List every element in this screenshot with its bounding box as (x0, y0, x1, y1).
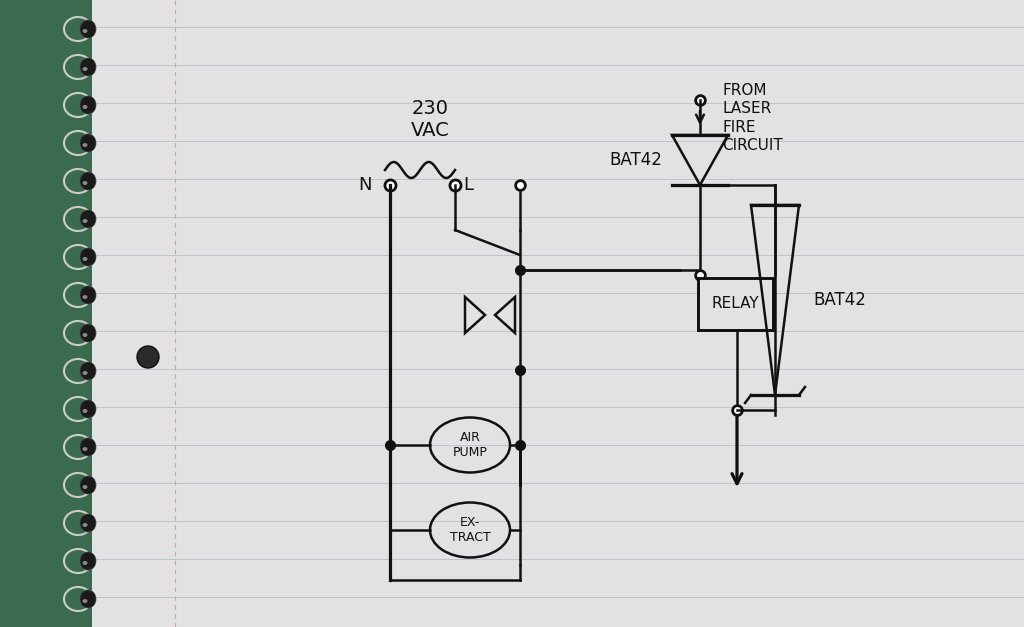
Ellipse shape (83, 599, 87, 603)
Ellipse shape (83, 143, 87, 147)
Ellipse shape (80, 438, 96, 456)
Ellipse shape (80, 134, 96, 152)
Text: RELAY: RELAY (712, 297, 760, 312)
Ellipse shape (80, 362, 96, 380)
FancyBboxPatch shape (0, 0, 92, 627)
Ellipse shape (83, 523, 87, 527)
Text: AIR
PUMP: AIR PUMP (453, 431, 487, 459)
FancyBboxPatch shape (92, 0, 1024, 627)
Ellipse shape (83, 67, 87, 71)
Ellipse shape (83, 485, 87, 489)
Ellipse shape (83, 105, 87, 109)
Ellipse shape (83, 219, 87, 223)
Ellipse shape (80, 96, 96, 114)
Text: FROM
LASER
FIRE
CIRCUIT: FROM LASER FIRE CIRCUIT (722, 83, 782, 154)
Ellipse shape (80, 590, 96, 608)
Ellipse shape (80, 286, 96, 304)
Text: 230
VAC: 230 VAC (411, 100, 450, 140)
Ellipse shape (80, 248, 96, 266)
Ellipse shape (83, 333, 87, 337)
Ellipse shape (80, 514, 96, 532)
Ellipse shape (80, 476, 96, 494)
Ellipse shape (83, 447, 87, 451)
Ellipse shape (83, 295, 87, 299)
Text: L: L (463, 176, 473, 194)
Ellipse shape (80, 400, 96, 418)
Ellipse shape (83, 561, 87, 565)
Text: EX-
TRACT: EX- TRACT (450, 516, 490, 544)
Text: N: N (358, 176, 372, 194)
Ellipse shape (80, 172, 96, 190)
Ellipse shape (80, 324, 96, 342)
Ellipse shape (80, 552, 96, 570)
Ellipse shape (83, 29, 87, 33)
Ellipse shape (80, 210, 96, 228)
FancyBboxPatch shape (698, 278, 773, 330)
Text: BAT42: BAT42 (813, 291, 866, 309)
Ellipse shape (80, 20, 96, 38)
Circle shape (137, 346, 159, 368)
Ellipse shape (83, 371, 87, 375)
Text: BAT42: BAT42 (609, 151, 662, 169)
Ellipse shape (83, 181, 87, 185)
Ellipse shape (83, 257, 87, 261)
Ellipse shape (80, 58, 96, 76)
Ellipse shape (83, 409, 87, 413)
